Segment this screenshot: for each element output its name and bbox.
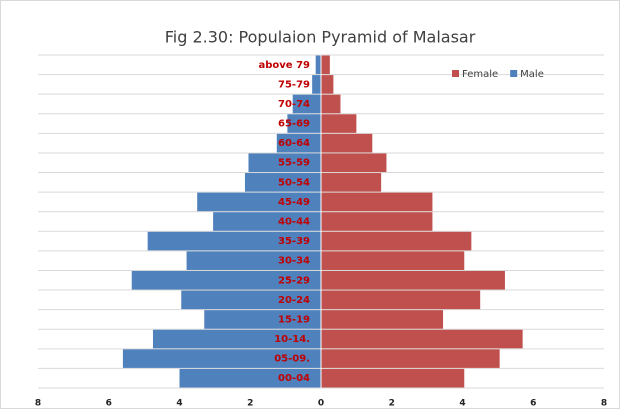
legend-label: Male — [520, 69, 544, 80]
bar — [321, 94, 341, 114]
x-tick-label: 0 — [318, 399, 324, 409]
bar — [179, 368, 321, 388]
category-label: 05-09. — [274, 354, 310, 365]
legend-label: Female — [462, 69, 498, 80]
category-label: 75-79 — [278, 79, 310, 90]
category-label: 10-14. — [274, 334, 310, 345]
x-tick-label: 6 — [530, 399, 536, 409]
category-label: 60-64 — [278, 138, 310, 149]
bar — [321, 153, 387, 173]
category-label: 35-39 — [278, 236, 310, 247]
x-tick-label: 8 — [35, 399, 41, 409]
bar — [312, 75, 321, 94]
x-tick-label: 6 — [106, 399, 112, 409]
bar — [321, 75, 334, 94]
bar — [321, 368, 465, 388]
bar — [321, 270, 505, 290]
bar — [248, 153, 321, 173]
bar — [321, 192, 433, 212]
bar — [321, 290, 481, 310]
bar — [321, 349, 500, 368]
bar — [122, 349, 322, 368]
bar — [197, 192, 321, 212]
bar — [131, 270, 321, 290]
bar — [213, 212, 321, 231]
x-tick-label: 8 — [601, 399, 607, 409]
category-label: 00-04 — [278, 373, 310, 384]
category-label: 55-59 — [278, 158, 310, 169]
bar — [186, 251, 321, 270]
category-label: 70-74 — [278, 99, 310, 110]
bar — [152, 329, 321, 349]
bar — [321, 329, 523, 349]
category-label: 15-19 — [278, 314, 310, 325]
bar — [321, 231, 472, 251]
bar — [321, 212, 433, 231]
x-tick-label: 2 — [389, 399, 395, 409]
bar — [321, 133, 373, 153]
chart-title: Fig 2.30: Populaion Pyramid of Malasar — [165, 28, 476, 47]
bar — [147, 231, 321, 251]
category-label: 50-54 — [278, 177, 310, 188]
bar — [321, 310, 444, 329]
category-label: 25-29 — [278, 275, 310, 286]
category-label: 30-34 — [278, 256, 310, 267]
bar — [315, 55, 321, 75]
x-tick-label: 4 — [176, 399, 182, 409]
legend-swatch — [452, 70, 459, 77]
bar — [244, 173, 321, 192]
bar — [321, 114, 357, 133]
bar — [321, 251, 465, 270]
category-label: 65-69 — [278, 119, 310, 130]
legend-swatch — [510, 70, 518, 77]
x-tick-label: 2 — [247, 399, 253, 409]
category-label: 40-44 — [278, 217, 310, 228]
bar — [321, 55, 330, 75]
bar — [287, 114, 321, 133]
bar — [276, 133, 321, 153]
category-label: 45-49 — [278, 197, 310, 208]
x-tick-label: 4 — [459, 399, 465, 409]
category-label: above 79 — [259, 60, 311, 71]
bar — [204, 310, 321, 329]
bar — [292, 94, 321, 114]
bar — [181, 290, 321, 310]
bar — [321, 173, 382, 192]
category-label: 20-24 — [278, 295, 310, 306]
